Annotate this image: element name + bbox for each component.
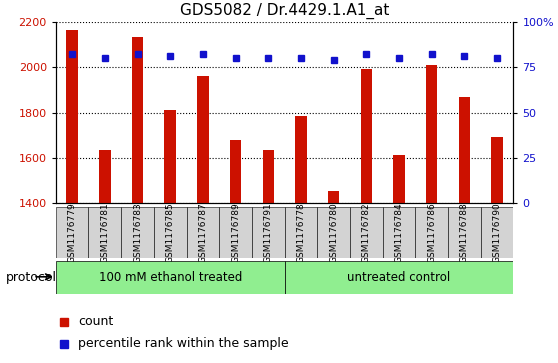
Text: GSM1176790: GSM1176790: [493, 202, 502, 263]
Bar: [132, 37, 143, 203]
Text: GSM1176787: GSM1176787: [199, 202, 208, 263]
Bar: [415, 207, 448, 258]
Text: protocol: protocol: [6, 271, 56, 284]
Bar: [383, 207, 415, 258]
Bar: [285, 261, 513, 294]
Bar: [318, 207, 350, 258]
Bar: [350, 207, 383, 258]
Bar: [197, 76, 209, 203]
Text: percentile rank within the sample: percentile rank within the sample: [78, 338, 288, 350]
Bar: [295, 116, 307, 203]
Text: GSM1176780: GSM1176780: [329, 202, 338, 263]
Bar: [491, 138, 503, 203]
Text: GSM1176782: GSM1176782: [362, 202, 371, 263]
Bar: [448, 207, 480, 258]
Text: GSM1176778: GSM1176778: [296, 202, 305, 263]
Bar: [480, 207, 513, 258]
Text: GSM1176789: GSM1176789: [231, 202, 240, 263]
Bar: [66, 30, 78, 203]
Text: GSM1176781: GSM1176781: [100, 202, 109, 263]
Text: GSM1176783: GSM1176783: [133, 202, 142, 263]
Bar: [56, 207, 89, 258]
Bar: [154, 207, 186, 258]
Bar: [262, 150, 274, 203]
Bar: [459, 97, 470, 203]
Bar: [230, 140, 241, 203]
Bar: [89, 207, 121, 258]
Text: untreated control: untreated control: [347, 271, 451, 284]
Bar: [99, 150, 110, 203]
Title: GDS5082 / Dr.4429.1.A1_at: GDS5082 / Dr.4429.1.A1_at: [180, 3, 389, 19]
Bar: [56, 261, 285, 294]
Bar: [219, 207, 252, 258]
Bar: [393, 155, 405, 203]
Text: GSM1176784: GSM1176784: [395, 202, 403, 263]
Bar: [252, 207, 285, 258]
Bar: [360, 69, 372, 203]
Text: count: count: [78, 315, 113, 328]
Bar: [121, 207, 154, 258]
Text: GSM1176788: GSM1176788: [460, 202, 469, 263]
Bar: [186, 207, 219, 258]
Text: GSM1176791: GSM1176791: [264, 202, 273, 263]
Bar: [328, 191, 339, 203]
Bar: [165, 110, 176, 203]
Bar: [426, 65, 437, 203]
Text: GSM1176785: GSM1176785: [166, 202, 175, 263]
Text: 100 mM ethanol treated: 100 mM ethanol treated: [99, 271, 242, 284]
Bar: [285, 207, 318, 258]
Text: GSM1176779: GSM1176779: [68, 202, 76, 263]
Text: GSM1176786: GSM1176786: [427, 202, 436, 263]
